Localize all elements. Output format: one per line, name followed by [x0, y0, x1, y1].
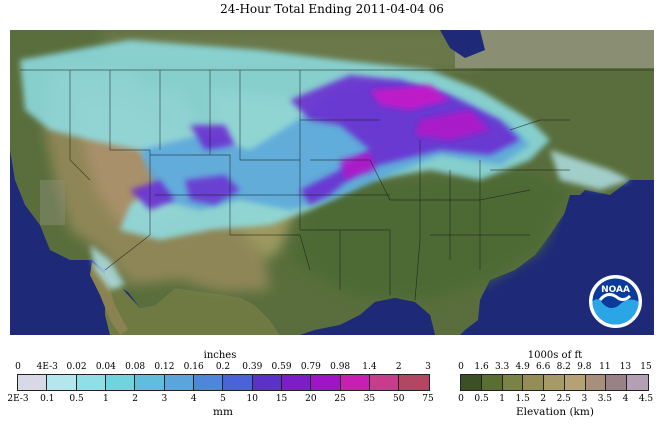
precip-swatch — [135, 375, 165, 390]
baja-land — [90, 262, 128, 335]
precip-mm-tick-label: 0.5 — [69, 394, 84, 404]
precip-mm-tick-label: 3 — [161, 394, 168, 404]
map-title: 24-Hour Total Ending 2011-04-04 06 — [220, 2, 444, 16]
hudson-bay — [440, 30, 485, 58]
elevation-ft-tick-label: 9.8 — [577, 362, 592, 372]
elevation-legend-bottom-unit: Elevation (km) — [516, 406, 594, 418]
elevation-color-bar — [460, 374, 649, 391]
elevation-ft-tick-label: 0 — [458, 362, 464, 372]
elevation-swatch — [627, 375, 648, 390]
precip-inches-tick-label: 0.79 — [300, 362, 321, 372]
precip-inches-tick-label: 0.02 — [66, 362, 87, 372]
precip-inches-tick-label: 1.4 — [362, 362, 377, 372]
precip-inches-tick-label: 2 — [395, 362, 402, 372]
precip-inches-tick-label: 3 — [425, 362, 431, 372]
elevation-km-tick-label: 3.5 — [597, 394, 613, 404]
elevation-km-tick-label: 4.5 — [638, 394, 654, 404]
elevation-km-tick-label: 4 — [622, 394, 629, 404]
elevation-swatch — [585, 375, 607, 390]
mexico-land — [105, 270, 280, 335]
elevation-swatch — [523, 375, 545, 390]
elevation-ft-tick-label: 1.6 — [474, 362, 489, 372]
elevation-km-tick-label: 0.5 — [474, 394, 489, 404]
precip-swatch — [194, 375, 224, 390]
precip-mm-tick-label: 35 — [363, 394, 376, 404]
precip-mm-tick-label: 1 — [102, 394, 109, 404]
elevation-ft-tick-label: 11 — [599, 362, 611, 372]
precip-mm-tick-label: 20 — [305, 394, 317, 404]
precip-mm-tick-label: 0.1 — [40, 394, 55, 404]
precip-inches-tick-label: 0.04 — [95, 362, 116, 372]
precip-mm-tick-label: 50 — [392, 394, 405, 404]
gulf-of-mexico — [300, 298, 435, 335]
precip-swatch — [18, 375, 48, 390]
elevation-legend-top-unit: 1000s of ft — [527, 350, 583, 361]
precip-swatch — [252, 375, 283, 390]
elevation-km-tick-label: 3 — [581, 394, 588, 404]
elevation-km-tick-label: 2 — [540, 394, 547, 404]
elevation-ft-tick-label: 15 — [640, 362, 652, 372]
precip-inches-tick-label: 0.39 — [242, 362, 263, 372]
state-borders — [20, 69, 654, 301]
precip-mm-tick-label: 2E-3 — [7, 394, 29, 404]
elevation-ft-tick-label: 3.3 — [494, 362, 510, 372]
precip-legend-top-unit: inches — [203, 350, 237, 361]
elevation-ft-tick-label: 13 — [619, 362, 632, 372]
elevation-swatch — [544, 375, 565, 390]
svg-text:NOAA: NOAA — [601, 285, 630, 295]
elevation-swatch — [481, 375, 503, 390]
map-canvas — [10, 30, 654, 335]
precip-swatch — [340, 375, 371, 390]
elevation-ft-tick-label: 8.2 — [556, 362, 571, 372]
elevation-ft-tick-label: 4.9 — [515, 362, 530, 372]
precip-swatch — [399, 375, 429, 390]
elevation-swatch — [606, 375, 628, 390]
elevation-swatch — [461, 375, 482, 390]
elevation-km-tick-label: 2.5 — [556, 394, 571, 404]
precip-swatch — [282, 375, 312, 390]
precip-swatch — [370, 375, 400, 390]
precip-mm-tick-label: 75 — [422, 394, 434, 404]
precip-mm-tick-label: 2 — [132, 394, 138, 404]
precip-inches-tick-label: 0.12 — [154, 362, 175, 372]
precip-mm-tick-label: 10 — [246, 394, 258, 404]
no-data-block — [455, 30, 654, 68]
precip-inches-tick-label: 0.98 — [330, 362, 351, 372]
precip-inches-tick-label: 0.59 — [271, 362, 292, 372]
elevation-km-tick-label: 1.5 — [515, 394, 530, 404]
noaa-logo: NOAA — [588, 274, 643, 329]
precip-swatch — [47, 375, 77, 390]
precip-inches-tick-label: 0.08 — [125, 362, 146, 372]
precip-swatch — [106, 375, 136, 390]
precip-legend-bottom-unit: mm — [213, 406, 233, 418]
precip-swatch — [311, 375, 341, 390]
elevation-ft-tick-label: 6.6 — [536, 362, 551, 372]
elevation-km-tick-label: 0 — [458, 394, 464, 404]
precip-mm-tick-label: 5 — [220, 394, 226, 404]
precip-inches-tick-label: 4E-3 — [36, 362, 58, 372]
precip-swatch — [223, 375, 253, 390]
precip-mm-tick-label: 4 — [190, 394, 197, 404]
precip-swatch — [76, 375, 107, 390]
elevation-swatch — [502, 375, 524, 390]
precip-swatch — [164, 375, 195, 390]
precip-inches-tick-label: 0.2 — [215, 362, 231, 372]
precip-mm-tick-label: 15 — [275, 394, 288, 404]
precip-color-bar — [17, 374, 430, 391]
precipitation-map — [10, 30, 654, 335]
precip-inches-tick-label: 0.16 — [183, 362, 204, 372]
elevation-km-tick-label: 1 — [499, 394, 505, 404]
no-data-block — [40, 180, 65, 225]
precip-very-heavy — [340, 85, 490, 180]
elevation-swatch — [564, 375, 586, 390]
precip-mm-tick-label: 25 — [334, 394, 346, 404]
precip-inches-tick-label: 0 — [15, 362, 21, 372]
